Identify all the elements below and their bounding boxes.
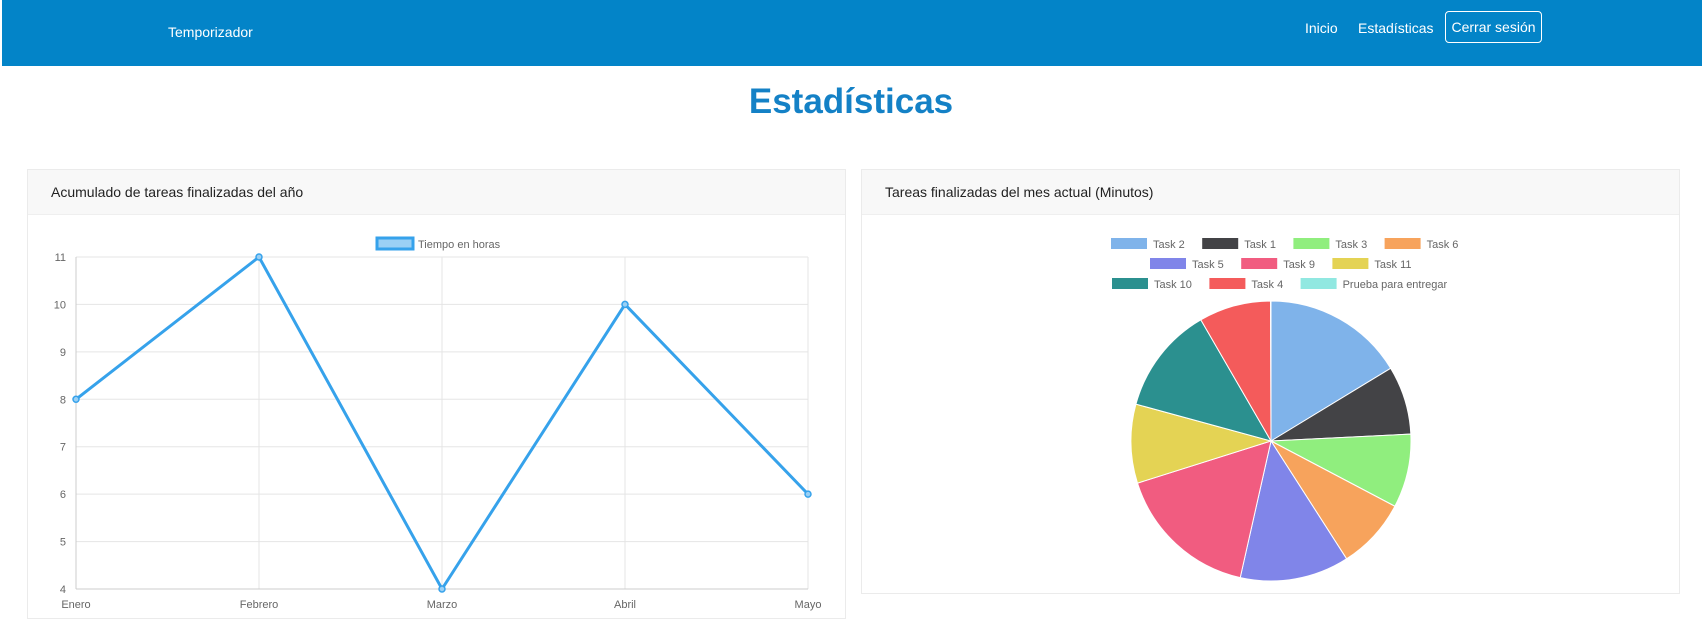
legend-label: Task 10 [1154,279,1192,291]
data-point [439,586,445,592]
legend-label: Task 11 [1374,259,1411,271]
x-tick-label: Mayo [795,599,822,611]
nav-link-estadisticas[interactable]: Estadísticas [1358,19,1433,37]
legend-label: Task 1 [1244,239,1276,251]
legend-label: Task 3 [1335,239,1367,251]
y-tick-label: 4 [60,584,66,596]
legend-label: Task 5 [1192,259,1224,271]
data-point [256,254,262,260]
line-chart-card-title: Acumulado de tareas finalizadas del año [28,170,845,215]
logout-button[interactable]: Cerrar sesión [1445,11,1542,43]
navbar: Temporizador Inicio Estadísticas Cerrar … [2,0,1702,66]
data-point [73,396,79,402]
legend-swatch [1202,238,1238,249]
legend-swatch [1241,258,1277,269]
y-tick-label: 10 [54,299,66,311]
legend-label: Prueba para entregar [1343,279,1448,291]
legend-label: Task 6 [1427,239,1459,251]
x-tick-label: Abril [614,599,636,611]
data-point [622,301,628,307]
data-point [805,491,811,497]
y-tick-label: 8 [60,394,66,406]
y-tick-label: 5 [60,537,66,549]
y-tick-label: 6 [60,489,66,501]
legend-swatch [1209,278,1245,289]
legend-label: Task 4 [1251,279,1283,291]
pie-chart-card: Tareas finalizadas del mes actual (Minut… [861,169,1680,594]
legend-label: Tiempo en horas [418,239,501,251]
legend-swatch [1112,278,1148,289]
y-tick-label: 9 [60,347,66,359]
line-chart-card: Acumulado de tareas finalizadas del año … [27,169,846,619]
legend-swatch [1301,278,1337,289]
nav-link-inicio[interactable]: Inicio [1305,19,1338,37]
legend-swatch [1150,258,1186,269]
line-chart: Tiempo en horas 4 5 6 7 8 9 10 11 Enero Febrero Mar… [28,215,845,620]
y-tick-label: 7 [60,442,66,454]
legend-swatch [377,238,413,249]
x-tick-label: Marzo [427,599,458,611]
legend-swatch [1293,238,1329,249]
legend-swatch [1385,238,1421,249]
legend-swatch [1332,258,1368,269]
y-tick-label: 11 [55,252,66,264]
legend-label: Task 9 [1283,259,1315,271]
pie-chart-card-title: Tareas finalizadas del mes actual (Minut… [862,170,1679,215]
x-tick-label: Febrero [240,599,279,611]
x-tick-label: Enero [61,599,90,611]
page-title: Estadísticas [0,82,1702,122]
brand-title[interactable]: Temporizador [168,24,253,40]
legend-label: Task 2 [1153,239,1185,251]
legend-swatch [1111,238,1147,249]
